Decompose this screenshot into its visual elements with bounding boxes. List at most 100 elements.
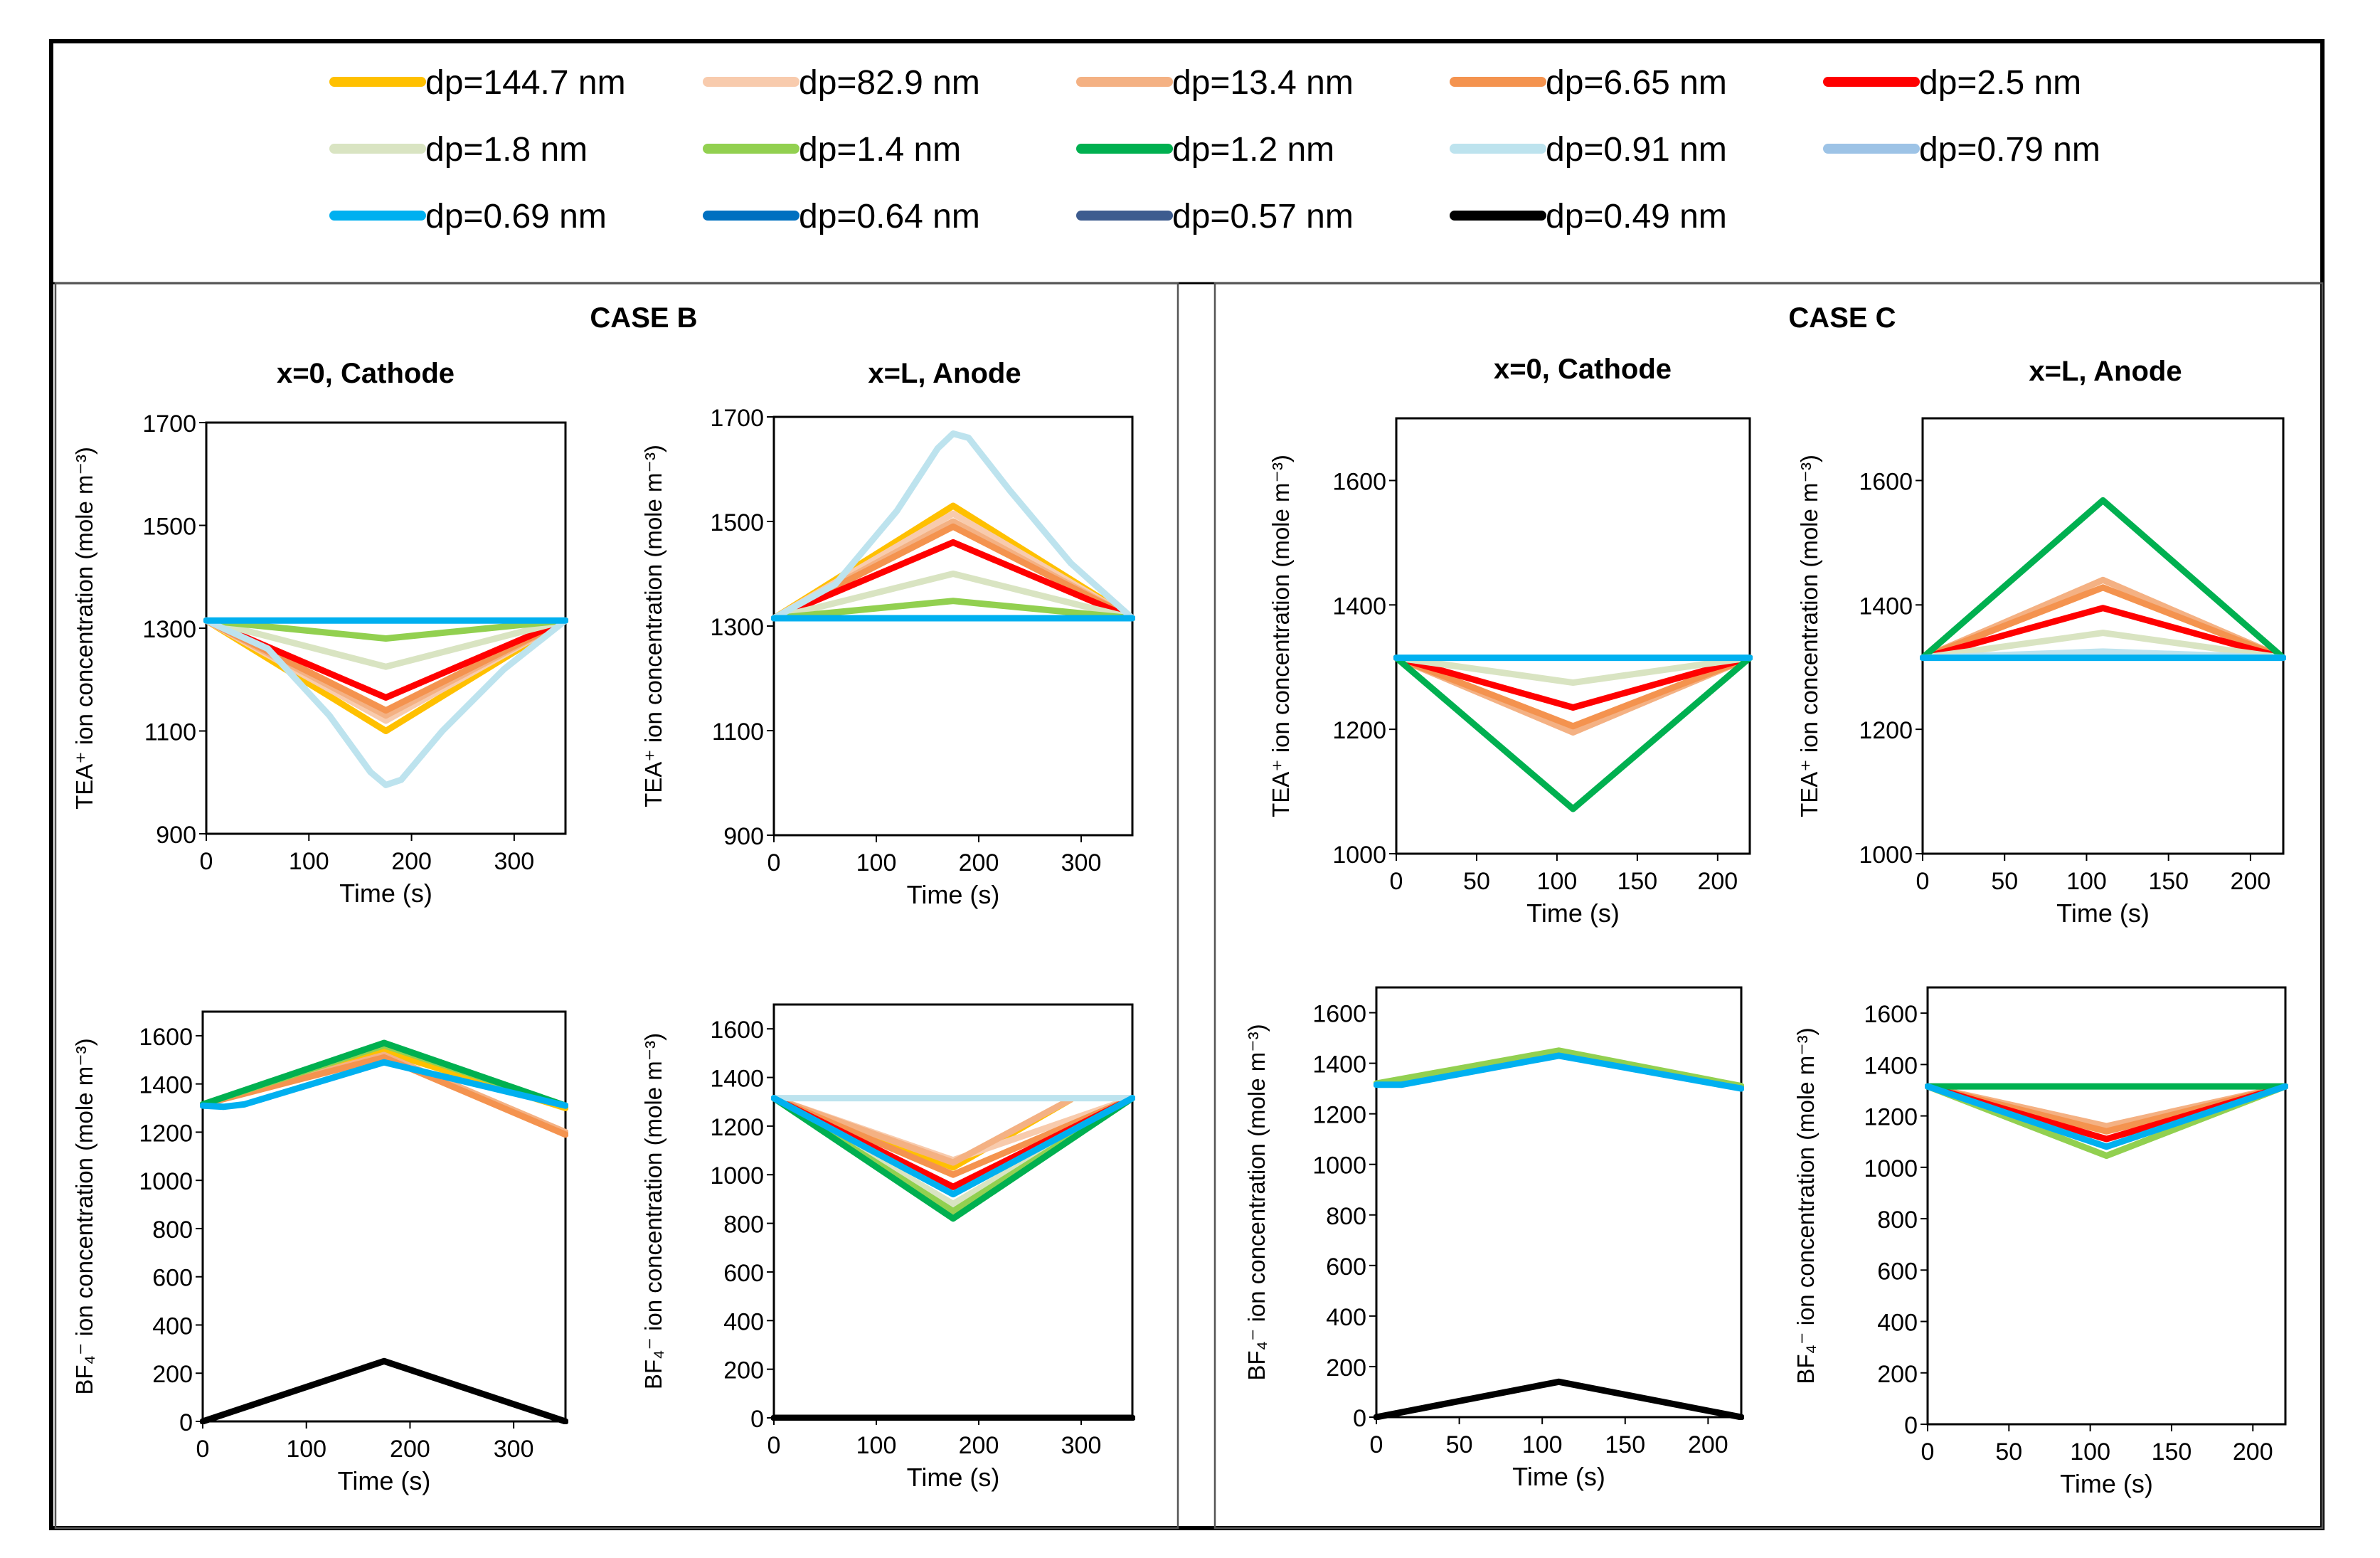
y-tick-label: 1400 bbox=[1332, 593, 1386, 620]
legend-label: dp=1.8 nm bbox=[425, 131, 588, 169]
legend-entry: dp=1.2 nm bbox=[1076, 131, 1334, 169]
y-tick-label: 600 bbox=[1877, 1258, 1918, 1285]
y-tick-label: 600 bbox=[152, 1265, 193, 1292]
y-tick-label: 1600 bbox=[1859, 468, 1913, 495]
series-line bbox=[771, 1095, 1135, 1222]
y-tick-label: 1600 bbox=[1864, 1001, 1918, 1028]
series-line bbox=[771, 539, 1135, 622]
y-tick-label: 1400 bbox=[1312, 1051, 1366, 1079]
y-tick-label: 900 bbox=[723, 823, 764, 850]
y-axis-label: BF₄⁻ ion concentration (mole m⁻³) bbox=[1792, 1027, 1819, 1384]
x-tick-label: 0 bbox=[196, 1436, 210, 1463]
series-group bbox=[1920, 497, 2286, 662]
y-tick-label: 1000 bbox=[1332, 842, 1386, 869]
x-tick-label: 200 bbox=[2231, 868, 2271, 895]
y-tick-label: 1700 bbox=[710, 405, 764, 432]
chart-b-bf4-anode: 0 200 400 600 800 1000 1200 1400 1600 0 100 200 300 T… bbox=[640, 1003, 1135, 1492]
series-group bbox=[200, 1039, 568, 1424]
x-tick-label: 0 bbox=[1390, 868, 1403, 895]
x-tick-label: 200 bbox=[391, 848, 432, 875]
x-tick-label: 300 bbox=[494, 848, 534, 875]
series-line bbox=[1374, 1052, 1744, 1092]
y-axis-label: BF₄⁻ ion concentration (mole m⁻³) bbox=[640, 1033, 666, 1389]
series-line bbox=[1925, 1083, 2288, 1150]
x-tick-label: 0 bbox=[767, 849, 781, 876]
legend-entry: dp=0.91 nm bbox=[1450, 131, 1727, 169]
legend-entry: dp=1.8 nm bbox=[329, 131, 588, 169]
legend-entry: dp=2.5 nm bbox=[1823, 64, 2081, 102]
y-tick-label: 800 bbox=[723, 1212, 764, 1239]
y-tick-label: 1600 bbox=[710, 1017, 764, 1044]
x-tick-label: 50 bbox=[1991, 868, 2018, 895]
y-tick-label: 1400 bbox=[1859, 593, 1913, 620]
case-b-cathode-heading: x=0, Cathode bbox=[277, 358, 455, 389]
y-tick-label: 0 bbox=[179, 1409, 193, 1436]
y-tick-label: 400 bbox=[1877, 1310, 1918, 1337]
legend-entry: dp=144.7 nm bbox=[329, 64, 626, 102]
y-tick-label: 0 bbox=[1353, 1405, 1366, 1432]
chart-c-bf4-anode: 0 200 400 600 800 1000 1200 1400 1600 0 50 100 150 20… bbox=[1792, 986, 2288, 1498]
series-line bbox=[203, 617, 568, 642]
legend-entry: dp=0.69 nm bbox=[329, 198, 607, 235]
x-tick-label: 0 bbox=[1370, 1431, 1383, 1458]
series-group bbox=[1393, 655, 1753, 812]
legend-entry: dp=0.64 nm bbox=[703, 198, 980, 235]
y-tick-label: 1500 bbox=[710, 509, 764, 536]
y-tick-label: 600 bbox=[723, 1260, 764, 1287]
y-tick-label: 1600 bbox=[1332, 468, 1386, 495]
y-tick-label: 400 bbox=[723, 1308, 764, 1335]
x-tick-label: 200 bbox=[390, 1436, 430, 1463]
x-axis-label: Time (s) bbox=[907, 1463, 1000, 1492]
plot-area bbox=[1926, 986, 2287, 1426]
x-tick-label: 150 bbox=[2148, 868, 2189, 895]
series-line bbox=[1393, 655, 1753, 711]
legend-label: dp=1.2 nm bbox=[1172, 131, 1334, 169]
y-tick-label: 1300 bbox=[142, 616, 196, 643]
y-tick-label: 1000 bbox=[1859, 842, 1913, 869]
series-line bbox=[1393, 655, 1753, 730]
y-axis-label: TEA⁺ ion concentration (mole m⁻³) bbox=[1796, 455, 1822, 817]
y-tick-label: 1400 bbox=[710, 1066, 764, 1093]
series-line bbox=[771, 1095, 1135, 1178]
series-line bbox=[203, 617, 568, 670]
series-line bbox=[771, 1095, 1075, 1166]
x-tick-label: 300 bbox=[1061, 1432, 1102, 1459]
y-tick-label: 400 bbox=[152, 1313, 193, 1340]
y-tick-label: 1700 bbox=[142, 410, 196, 438]
y-axis-label: BF₄⁻ ion concentration (mole m⁻³) bbox=[1243, 1024, 1270, 1380]
y-tick-label: 1200 bbox=[1864, 1104, 1918, 1131]
y-axis-label: TEA⁺ ion concentration (mole m⁻³) bbox=[1268, 455, 1294, 817]
legend-label: dp=1.4 nm bbox=[799, 131, 961, 169]
legend-label: dp=0.57 nm bbox=[1172, 198, 1354, 235]
series-group bbox=[203, 617, 568, 788]
y-tick-label: 1200 bbox=[710, 1114, 764, 1141]
y-tick-label: 200 bbox=[1877, 1361, 1918, 1388]
legend-label: dp=0.69 nm bbox=[425, 198, 607, 235]
legend-entry: dp=0.79 nm bbox=[1823, 131, 2100, 169]
series-group bbox=[771, 430, 1135, 622]
y-tick-label: 1500 bbox=[142, 514, 196, 541]
series-line bbox=[1920, 605, 2286, 662]
y-tick-label: 800 bbox=[1877, 1207, 1918, 1234]
x-axis-label: Time (s) bbox=[338, 1466, 431, 1495]
legend-entry: dp=0.57 nm bbox=[1076, 198, 1354, 235]
y-tick-label: 0 bbox=[1904, 1412, 1918, 1439]
x-axis-label: Time (s) bbox=[1512, 1462, 1605, 1491]
x-tick-label: 100 bbox=[286, 1436, 326, 1463]
x-tick-label: 100 bbox=[856, 1432, 897, 1459]
y-tick-label: 200 bbox=[1326, 1355, 1366, 1382]
x-tick-label: 50 bbox=[1463, 868, 1490, 895]
chart-c-bf4-cathode: 0 200 400 600 800 1000 1200 1400 1600 0 50 100 150 20… bbox=[1243, 986, 1744, 1491]
series-line bbox=[1920, 584, 2286, 662]
case-b-anode-heading: x=L, Anode bbox=[868, 358, 1021, 389]
series-line bbox=[771, 598, 1135, 622]
x-tick-label: 200 bbox=[959, 849, 999, 876]
legend-entry: dp=82.9 nm bbox=[703, 64, 980, 102]
series-line bbox=[1393, 655, 1753, 812]
x-tick-label: 100 bbox=[2070, 1438, 2110, 1466]
y-tick-label: 1200 bbox=[139, 1120, 193, 1147]
y-tick-label: 1100 bbox=[712, 719, 764, 746]
x-tick-label: 150 bbox=[2152, 1438, 2192, 1466]
